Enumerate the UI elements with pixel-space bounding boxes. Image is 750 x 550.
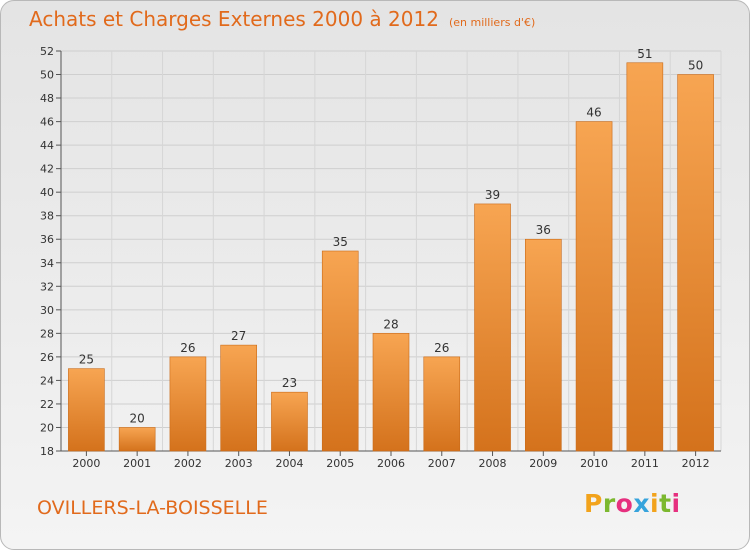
y-tick-label: 42 [40, 163, 54, 176]
y-tick-label: 18 [40, 445, 54, 458]
x-tick-label: 2004 [275, 457, 303, 470]
y-tick-label: 34 [40, 257, 54, 270]
x-tick-label: 2001 [123, 457, 151, 470]
bar-value-label: 46 [586, 106, 601, 120]
x-tick-label: 2008 [479, 457, 507, 470]
bar-value-label: 39 [485, 188, 500, 202]
x-tick-label: 2005 [326, 457, 354, 470]
bar [118, 427, 156, 452]
x-tick-label: 2007 [428, 457, 456, 470]
y-tick-label: 50 [40, 69, 54, 82]
y-tick-label: 52 [40, 45, 54, 58]
bar [423, 356, 461, 452]
x-tick-label: 2003 [225, 457, 253, 470]
chart-title-text: Achats et Charges Externes 2000 à 2012 [29, 7, 439, 31]
logo-letter: r [602, 489, 616, 518]
y-tick-label: 28 [40, 327, 54, 340]
logo-letter: t [659, 489, 672, 518]
y-tick-label: 24 [40, 374, 54, 387]
x-tick-label: 2009 [529, 457, 557, 470]
bar-value-label: 20 [130, 411, 145, 425]
y-tick-label: 44 [40, 139, 54, 152]
logo-letter: o [615, 489, 634, 518]
x-tick-label: 2000 [72, 457, 100, 470]
bar-value-label: 27 [231, 329, 246, 343]
bar-value-label: 26 [180, 341, 195, 355]
bars [68, 62, 714, 452]
y-tick-label: 48 [40, 92, 54, 105]
bar [575, 121, 613, 452]
commune-name: OVILLERS-LA-BOISSELLE [37, 497, 268, 519]
bar-value-label: 26 [434, 341, 449, 355]
bar [525, 238, 562, 452]
bar [677, 74, 714, 452]
logo-letter: x [633, 489, 650, 518]
bar-value-label: 35 [333, 235, 348, 249]
bar [271, 391, 308, 452]
bar [220, 344, 257, 452]
y-tick-label: 26 [40, 351, 54, 364]
bar-value-label: 25 [79, 353, 94, 367]
bar [169, 356, 207, 452]
y-tick-label: 38 [40, 210, 54, 223]
bar-value-label: 36 [536, 223, 551, 237]
logo-letter: i [650, 489, 660, 518]
y-tick-label: 36 [40, 233, 54, 246]
y-tick-label: 20 [40, 421, 54, 434]
y-tick-label: 30 [40, 304, 54, 317]
y-tick-label: 32 [40, 280, 54, 293]
bar [474, 203, 511, 452]
bar [68, 368, 105, 452]
bar-value-label: 28 [383, 317, 398, 331]
x-tick-label: 2012 [682, 457, 710, 470]
bar [372, 333, 410, 452]
x-tick-label: 2010 [580, 457, 608, 470]
bar [321, 250, 359, 452]
y-tick-label: 40 [40, 186, 54, 199]
bar-value-label: 23 [282, 376, 297, 390]
x-tick-label: 2002 [174, 457, 202, 470]
bar [626, 62, 664, 452]
chart-subtitle: (en milliers d'€) [448, 16, 536, 29]
y-tick-label: 22 [40, 398, 54, 411]
chart-title: Achats et Charges Externes 2000 à 2012 (e… [29, 7, 535, 31]
logo-letter: P [584, 489, 603, 518]
x-tick-label: 2006 [377, 457, 405, 470]
bar-value-label: 50 [688, 59, 703, 73]
y-tick-label: 46 [40, 116, 54, 129]
labels: 18 20 22 24 26 28 30 32 34 36 38 40 42 44 46 48 50 52 25 20… [40, 45, 710, 470]
x-tick-label: 2011 [631, 457, 659, 470]
logo-letter: i [671, 489, 681, 518]
proxiti-logo: Proxiti [584, 489, 681, 518]
bar-value-label: 51 [637, 47, 652, 61]
